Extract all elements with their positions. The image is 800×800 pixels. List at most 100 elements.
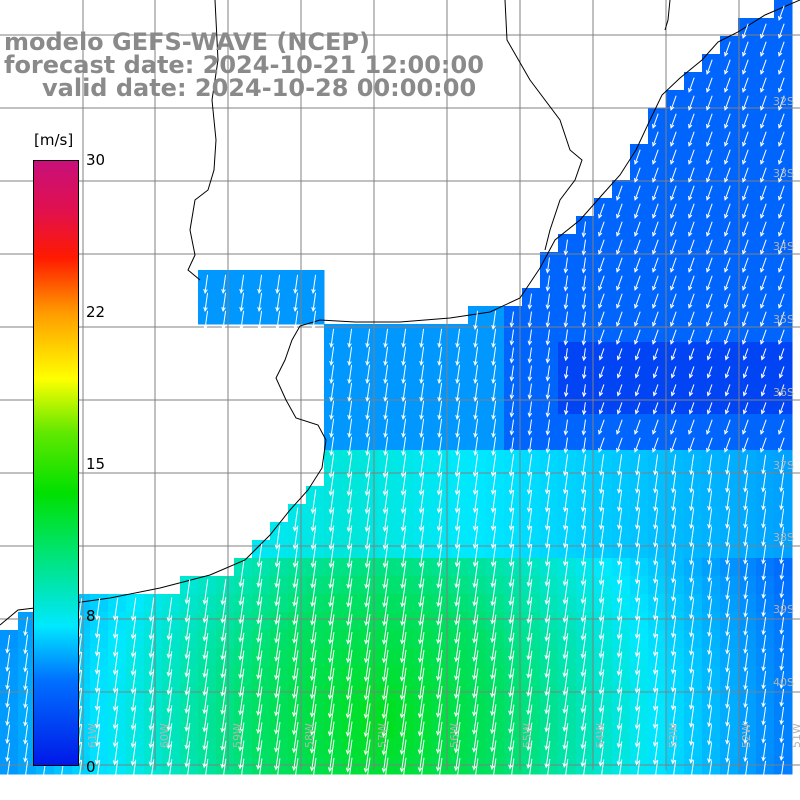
wind-arrow-head <box>725 559 730 565</box>
wind-arrow-head <box>435 730 441 736</box>
wind-arrow-head <box>509 376 515 382</box>
wind-arrow-head <box>742 303 747 309</box>
wind-arrow <box>510 347 514 363</box>
wind-arrow-head <box>238 619 243 625</box>
wind-arrow-head <box>743 487 748 493</box>
wind-arrow <box>455 721 461 753</box>
wind-arrow <box>131 759 137 783</box>
wind-arrow <box>726 688 731 708</box>
wind-arrow-head <box>526 561 532 567</box>
wind-arrow-head <box>130 670 136 676</box>
wind-arrow <box>672 508 677 529</box>
wind-arrow-head <box>436 544 442 550</box>
wind-arrow <box>653 384 659 396</box>
wind-arrow-head <box>184 708 189 714</box>
wind-arrow-head <box>688 123 693 129</box>
wind-arrow-head <box>509 340 515 346</box>
wind-arrow-head <box>509 448 515 454</box>
wind-arrow <box>690 472 695 493</box>
wind-arrow-head <box>94 777 100 783</box>
wind-arrow-head <box>724 409 730 415</box>
wind-arrow-head <box>634 706 640 712</box>
wind-arrow <box>437 757 443 789</box>
wind-arrow-head <box>778 447 783 453</box>
wind-arrow <box>366 364 371 383</box>
wind-arrow-head <box>472 729 477 735</box>
wind-arrow <box>509 740 515 769</box>
lat-label: 33S <box>773 167 794 180</box>
wind-arrow-head <box>761 702 766 708</box>
wind-arrow-head <box>634 724 640 730</box>
wind-arrow-head <box>670 705 676 711</box>
wind-arrow <box>348 436 353 455</box>
wind-arrow <box>402 543 407 567</box>
wind-arrow-head <box>382 621 387 627</box>
wind-arrow-head <box>202 618 208 624</box>
wind-arrow-head <box>363 767 369 773</box>
wind-arrow <box>384 382 389 401</box>
wind-arrow <box>581 741 587 767</box>
wind-arrow <box>527 740 533 768</box>
wind-arrow-head <box>779 647 784 653</box>
wind-arrow <box>618 472 623 493</box>
wind-arrow <box>348 364 353 383</box>
coastline-path <box>0 0 800 626</box>
wind-arrow-head <box>508 543 514 549</box>
wind-arrow <box>724 41 731 57</box>
wind-arrow-head <box>616 634 622 640</box>
wind-arrow <box>743 384 749 396</box>
wind-arrow <box>239 596 245 624</box>
wind-arrow <box>564 311 568 327</box>
wind-arrow <box>706 149 713 165</box>
wind-arrow-head <box>670 249 675 255</box>
wind-arrow-head <box>598 598 604 604</box>
wind-arrow <box>473 596 479 625</box>
wind-arrow-head <box>292 693 297 699</box>
wind-arrow-head <box>778 141 783 147</box>
wind-arrow <box>383 596 389 626</box>
wind-arrow <box>78 598 83 619</box>
wind-arrow-head <box>381 658 387 664</box>
wind-arrow <box>778 185 785 201</box>
wind-arrow <box>149 705 155 730</box>
coastline <box>0 0 800 626</box>
wind-arrow-head <box>491 324 496 330</box>
wind-arrow-head <box>670 303 675 309</box>
wind-arrow <box>509 758 515 787</box>
wind-arrow-head <box>363 785 369 791</box>
wind-arrow <box>652 293 659 309</box>
wind-arrow-head <box>526 600 531 606</box>
wind-arrow <box>402 364 407 383</box>
wind-arrow-head <box>346 545 352 551</box>
wind-arrow <box>724 149 731 165</box>
wind-arrow <box>564 454 569 476</box>
wind-arrow <box>275 650 281 680</box>
wind-arrow-head <box>472 508 478 514</box>
wind-arrow <box>545 668 551 696</box>
wind-arrow-head <box>725 667 730 673</box>
wind-arrow <box>582 490 587 512</box>
wind-arrow <box>708 580 713 600</box>
wind-arrow-head <box>491 360 496 366</box>
wind-arrow-head <box>634 159 639 165</box>
wind-arrow-head <box>472 711 477 717</box>
wind-arrow <box>690 490 695 511</box>
wind-arrow-head <box>778 373 784 379</box>
wind-arrow <box>760 149 767 165</box>
wind-arrow <box>726 526 731 546</box>
wind-arrow <box>510 525 515 548</box>
wind-arrow <box>600 544 605 565</box>
wind-arrow-head <box>670 632 676 638</box>
wind-arrow <box>275 704 281 734</box>
wind-arrow-head <box>580 543 586 549</box>
wind-arrow <box>456 400 461 419</box>
wind-arrow <box>510 471 515 494</box>
wind-arrow-head <box>473 432 478 438</box>
wind-arrow-head <box>689 686 694 692</box>
wind-arrow-head <box>148 653 154 659</box>
wind-arrow <box>455 668 461 698</box>
wind-arrow-head <box>490 561 496 567</box>
wind-arrow-head <box>545 376 551 382</box>
wind-arrow <box>330 382 335 401</box>
wind-arrow-head <box>761 541 766 547</box>
